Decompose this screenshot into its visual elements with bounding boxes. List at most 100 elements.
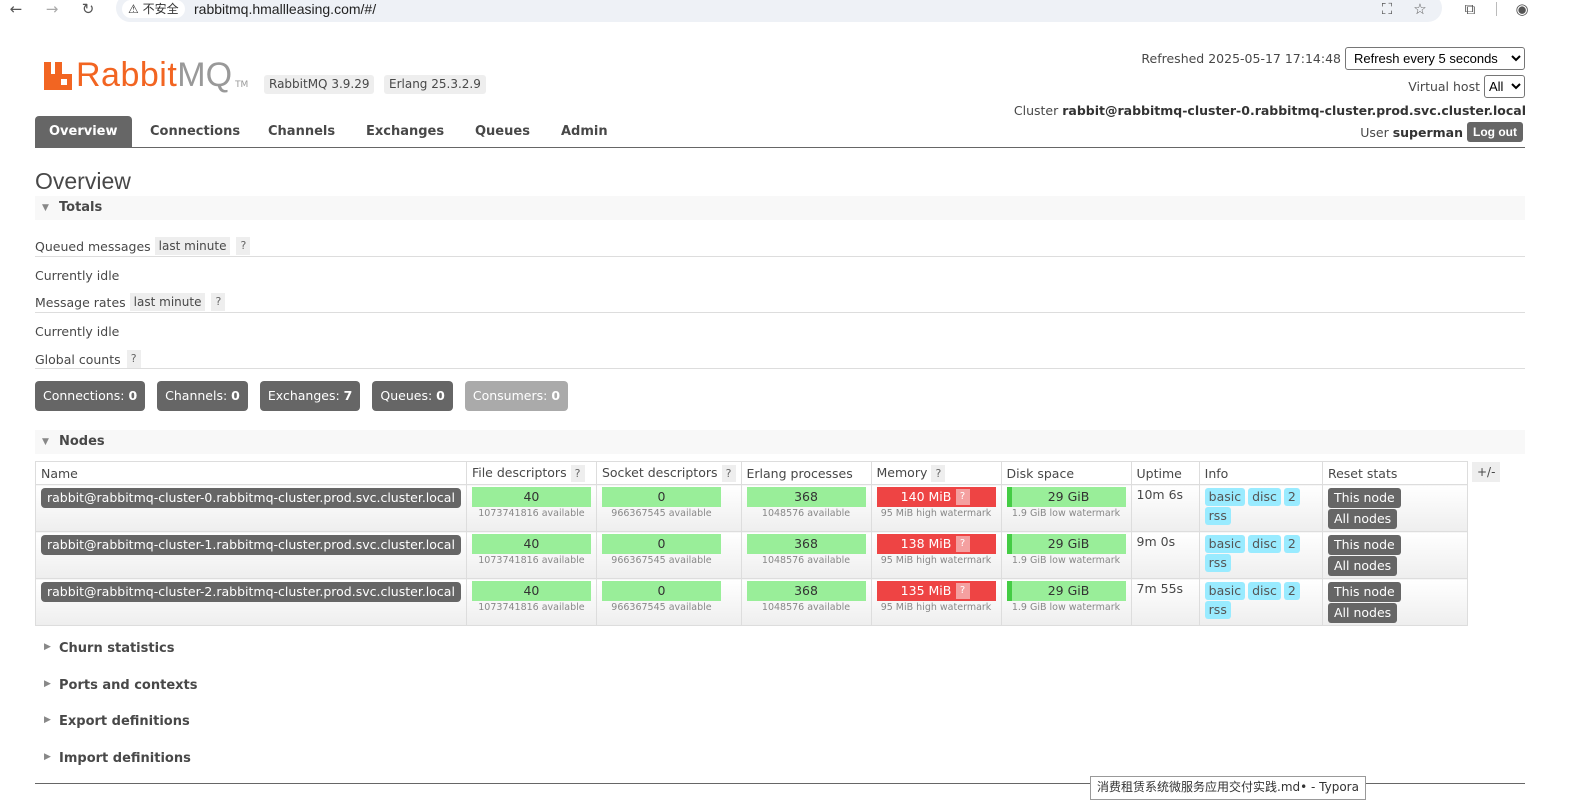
help-button[interactable]: ? (721, 464, 736, 482)
col-label: Info (1204, 465, 1229, 481)
rates-help-button[interactable]: ? (211, 293, 226, 311)
col-label: Reset stats (1327, 465, 1398, 481)
socket-descriptors-cell: 0 966367545 available (595, 531, 742, 579)
help-button[interactable]: ? (931, 464, 946, 482)
insecure-badge[interactable]: ⚠ 不安全 (122, 0, 185, 18)
totals-section-toggle[interactable]: ▼ Totals (35, 196, 1525, 220)
global-counts-help-button[interactable]: ? (126, 350, 141, 368)
forward-icon[interactable]: → (45, 0, 59, 18)
divider (35, 256, 1525, 257)
info-tag[interactable]: 2 (1283, 488, 1300, 506)
expanded-triangle-icon: ▼ (42, 437, 49, 447)
rates-range-chip[interactable]: last minute (129, 293, 206, 311)
info-tag[interactable]: basic (1204, 488, 1246, 506)
count-value: 0 (128, 388, 138, 403)
ports-and-contexts-toggle[interactable]: ▶ Ports and contexts (35, 678, 197, 693)
memory-value: 140 MiB (900, 489, 952, 504)
memory-watermark: 95 MiB high watermark (880, 602, 992, 613)
tab-admin[interactable]: Admin (561, 124, 608, 139)
virtual-host-select[interactable]: All (1484, 75, 1525, 98)
queues-count-button[interactable]: Queues: 0 (372, 381, 453, 411)
memory-cell: 135 MiB? 95 MiB high watermark (870, 578, 1002, 626)
column-toggle-button[interactable]: +/- (1472, 462, 1501, 482)
help-button[interactable]: ? (570, 464, 585, 482)
file-descriptors-meter: 40 (471, 581, 591, 601)
count-label: Exchanges: (267, 388, 340, 403)
collapsed-triangle-icon: ▶ (44, 679, 51, 689)
logout-button[interactable]: Log out (1467, 122, 1523, 142)
translate-icon[interactable]: ⛶ (1381, 0, 1393, 18)
collapsed-triangle-icon: ▶ (44, 642, 51, 652)
node-name-link[interactable]: rabbit@rabbitmq-cluster-1.rabbitmq-clust… (41, 535, 461, 555)
cluster-info: Cluster rabbit@rabbitmq-cluster-0.rabbit… (1014, 103, 1526, 118)
memory-help-button[interactable]: ? (955, 583, 970, 599)
memory-help-button[interactable]: ? (955, 536, 970, 552)
consumers-count-button[interactable]: Consumers: 0 (464, 381, 569, 411)
node-name-link[interactable]: rabbit@rabbitmq-cluster-0.rabbitmq-clust… (41, 488, 461, 508)
info-tag[interactable]: 2 (1283, 582, 1300, 600)
table-row: rabbit@rabbitmq-cluster-1.rabbitmq-clust… (35, 531, 1469, 579)
url-text[interactable]: rabbitmq.hmallleasing.com/#/ (194, 1, 377, 17)
tab-overview[interactable]: Overview (35, 116, 132, 148)
info-tag[interactable]: disc (1248, 488, 1281, 506)
reset-this-node-button[interactable]: This node (1327, 582, 1401, 602)
file-descriptors-available: 1073741816 available (478, 602, 585, 613)
reset-this-node-button[interactable]: This node (1327, 535, 1401, 555)
col-label: Socket descriptors (601, 464, 718, 480)
info-tag[interactable]: disc (1248, 535, 1281, 553)
info-tag[interactable]: rss (1204, 601, 1231, 619)
info-tag[interactable]: 2 (1283, 535, 1300, 553)
queued-range-chip[interactable]: last minute (154, 237, 231, 255)
reset-all-nodes-button[interactable]: All nodes (1327, 556, 1398, 576)
node-name-link[interactable]: rabbit@rabbitmq-cluster-2.rabbitmq-clust… (41, 582, 461, 602)
totals-heading: Totals (59, 200, 103, 215)
channels-count-button[interactable]: Channels: 0 (157, 381, 248, 411)
info-tag[interactable]: disc (1248, 582, 1281, 600)
tab-queues[interactable]: Queues (475, 124, 530, 139)
info-tag[interactable]: basic (1204, 535, 1246, 553)
global-counts-row: Global counts ? (35, 350, 141, 368)
count-value: 0 (436, 388, 445, 403)
col-label: File descriptors (471, 464, 567, 480)
reset-all-nodes-button[interactable]: All nodes (1327, 509, 1398, 529)
logo-trademark: TM (235, 80, 249, 90)
address-bar[interactable] (116, 0, 1442, 22)
connections-count-button[interactable]: Connections: 0 (35, 381, 146, 411)
rabbitmq-version: RabbitMQ 3.9.29 (264, 75, 375, 94)
exchanges-count-button[interactable]: Exchanges: 7 (259, 381, 361, 411)
col-reset-stats: Reset stats (1321, 461, 1469, 485)
profile-icon[interactable]: ◉ (1515, 0, 1529, 18)
reset-this-node-button[interactable]: This node (1327, 488, 1401, 508)
rabbitmq-logo[interactable]: Rabbit MQ TM (44, 58, 248, 92)
tab-exchanges[interactable]: Exchanges (366, 124, 445, 139)
info-tag[interactable]: rss (1204, 507, 1231, 525)
nodes-section-toggle[interactable]: ▼ Nodes (35, 430, 1525, 454)
disk-space-meter: 29 GiB (1006, 581, 1126, 601)
tab-channels[interactable]: Channels (268, 124, 336, 139)
info-tag[interactable]: rss (1204, 554, 1231, 572)
disk-space-cell: 29 GiB 1.9 GiB low watermark (1000, 484, 1132, 532)
import-definitions-toggle[interactable]: ▶ Import definitions (35, 751, 191, 766)
back-icon[interactable]: ← (9, 0, 23, 18)
export-definitions-toggle[interactable]: ▶ Export definitions (35, 714, 190, 729)
disk-space-meter: 29 GiB (1006, 534, 1126, 554)
memory-help-button[interactable]: ? (955, 489, 970, 505)
refresh-interval-select[interactable]: Refresh every 5 seconds (1345, 47, 1525, 70)
reset-all-nodes-button[interactable]: All nodes (1327, 603, 1398, 623)
reload-icon[interactable]: ↻ (81, 0, 95, 18)
queued-help-button[interactable]: ? (236, 237, 251, 255)
refreshed-time: 2025-05-17 17:14:48 (1208, 51, 1341, 66)
queued-messages-label: Queued messages (35, 238, 151, 254)
star-icon[interactable]: ☆ (1413, 0, 1427, 18)
churn-statistics-toggle[interactable]: ▶ Churn statistics (35, 641, 175, 656)
extensions-icon[interactable]: ⧉ (1464, 0, 1476, 18)
info-tag[interactable]: basic (1204, 582, 1246, 600)
count-label: Queues: (380, 388, 433, 403)
socket-descriptors-meter: 0 (601, 534, 721, 554)
tab-connections[interactable]: Connections (150, 124, 241, 139)
socket-descriptors-cell: 0 966367545 available (595, 484, 742, 532)
erlang-processes-cell: 368 1048576 available (740, 578, 872, 626)
memory-cell: 138 MiB? 95 MiB high watermark (870, 531, 1002, 579)
refreshed-label: Refreshed (1141, 51, 1205, 66)
erlang-processes-meter: 368 (746, 534, 866, 554)
